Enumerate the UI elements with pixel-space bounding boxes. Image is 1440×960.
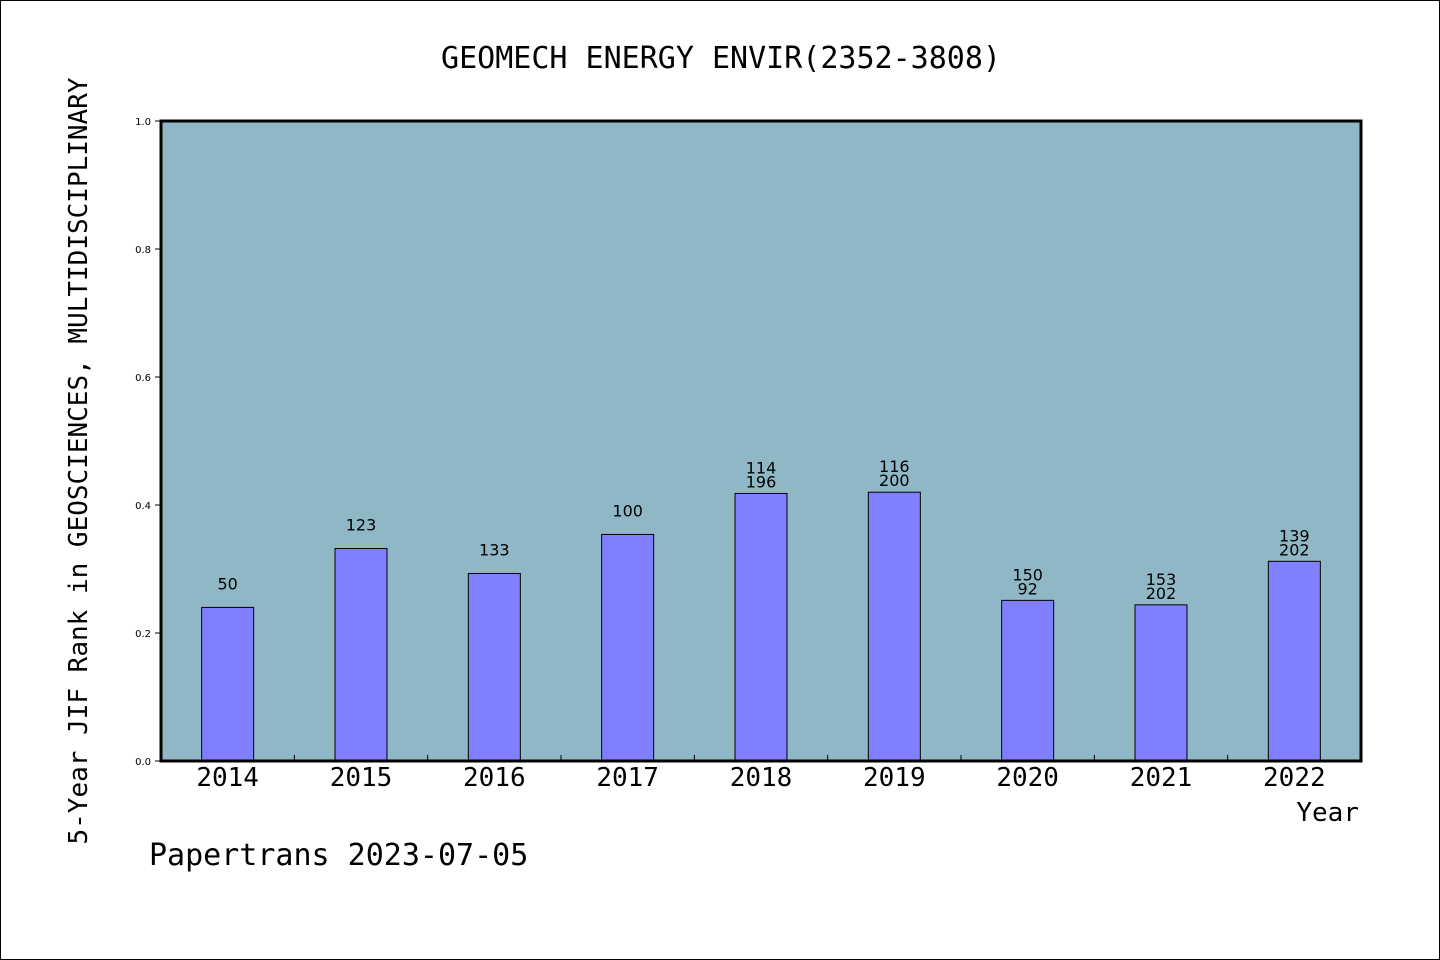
bar-label: 114 (746, 458, 777, 477)
y-tick-label: 0.6 (135, 373, 151, 384)
bar-label: 92 (1017, 579, 1037, 598)
plot-frame (159, 119, 1363, 763)
y-tick-label: 0.4 (135, 501, 151, 512)
x-tick-label: 2022 (1263, 763, 1326, 793)
bar-2018 (734, 492, 788, 762)
bar-label: 139 (1279, 526, 1310, 545)
y-axis-ticks: 0.0 0.2 0.4 0.6 0.8 1.0 (135, 117, 161, 768)
x-tick-label: 2015 (330, 763, 393, 793)
bar-label: 200 (879, 471, 910, 490)
chart-title: GEOMECH ENERGY ENVIR(2352-3808) (441, 41, 1001, 76)
y-tick-label: 0.8 (135, 245, 151, 256)
bar-label: 123 (346, 516, 377, 535)
x-tick-label: 2016 (463, 763, 526, 793)
bar-label: 196 (746, 472, 777, 491)
y-tick-label: 0.2 (135, 629, 151, 640)
x-tick-label: 2020 (996, 763, 1059, 793)
x-tick-label: 2018 (730, 763, 793, 793)
x-axis-ticks: 2014 2015 2016 2017 2018 2019 2020 2021 2022 (196, 755, 1326, 793)
bar-label: 153 (1146, 570, 1177, 589)
bar-label: 50 (217, 574, 237, 593)
x-axis-label: Year (1296, 798, 1359, 828)
bar-label: 100 (612, 501, 643, 520)
bar-2015 (334, 548, 388, 762)
bar-label: 202 (1279, 540, 1310, 559)
bar-2017 (601, 533, 655, 762)
y-tick-label: 0.0 (135, 757, 151, 768)
y-tick-label: 1.0 (135, 117, 151, 128)
x-tick-label: 2014 (196, 763, 259, 793)
x-tick-label: 2019 (863, 763, 926, 793)
footer-credit: Papertrans 2023-07-05 (149, 838, 528, 873)
bar-label: 150 (1012, 565, 1043, 584)
bar-label: 116 (879, 457, 910, 476)
bar-2019 (867, 491, 921, 762)
bar-label: 202 (1146, 584, 1177, 603)
bar-2022 (1267, 560, 1321, 762)
x-tick-label: 2021 (1130, 763, 1193, 793)
y-axis-label: 5-Year JIF Rank in GEOSCIENCES, MULTIDIS… (64, 77, 94, 844)
bar-2020 (1001, 599, 1055, 762)
bar-2016 (467, 572, 521, 762)
bars-group (201, 491, 1321, 762)
x-tick-label: 2017 (596, 763, 659, 793)
bar-2021 (1134, 604, 1188, 762)
bar-label: 133 (479, 540, 510, 559)
bar-2014 (201, 606, 255, 762)
